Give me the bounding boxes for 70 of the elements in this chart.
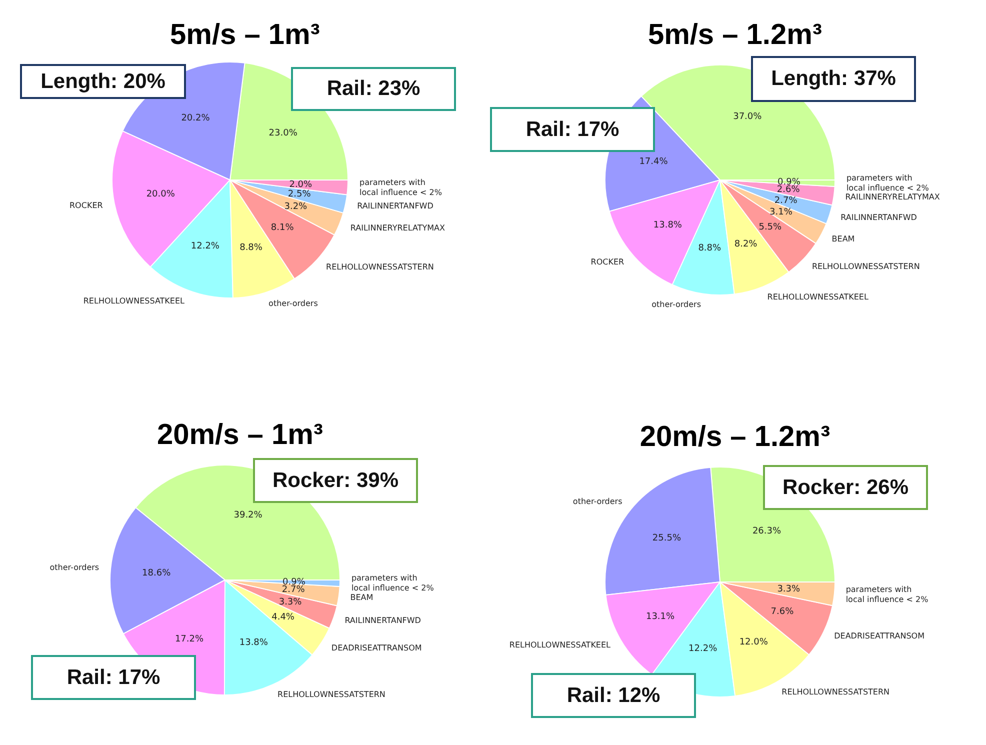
slice-label: parameters with local influence < 2% — [360, 178, 442, 198]
data-label: 37.0% — [733, 112, 762, 122]
data-label: 8.1% — [270, 222, 294, 233]
data-label: 3.3% — [777, 584, 801, 594]
chart-title: 20m/s – 1m³ — [156, 418, 324, 452]
slice-label: RELHOLLOWNESSATKEEL — [83, 296, 186, 306]
data-label: 2.7% — [774, 196, 798, 206]
data-label: 3.2% — [284, 202, 308, 212]
chart-title: 5m/s – 1.2m³ — [646, 18, 824, 52]
data-label: 13.8% — [653, 220, 682, 230]
slice-label: RELHOLLOWNESSATKEEL — [509, 640, 612, 650]
data-label: 2.5% — [288, 190, 312, 200]
data-label: 23.0% — [268, 128, 298, 139]
slice-label: DEADRISEATTRANSOM — [331, 643, 422, 652]
data-label: 8.2% — [734, 239, 758, 250]
data-label: 20.2% — [181, 114, 210, 124]
slice-label: other-orders — [268, 299, 318, 308]
slice-label: BEAM — [832, 234, 855, 244]
slice-label: BEAM — [350, 592, 374, 602]
text: Rocker: 39% — [253, 458, 418, 503]
data-label: 13.1% — [646, 612, 676, 622]
data-label: 13.8% — [239, 638, 268, 648]
data-label: 12.0% — [739, 638, 768, 648]
slice-label: other-orders — [572, 496, 622, 506]
data-label: 2.0% — [289, 180, 313, 190]
text: Rail: 12% — [531, 673, 696, 718]
data-label: 5.5% — [758, 222, 782, 233]
slice-label: RELHOLLOWNESSATSTERN — [812, 262, 920, 271]
slice-label: parameters with local influence < 2% — [846, 585, 929, 604]
text: Rail: 23% — [291, 67, 456, 111]
data-label: 3.1% — [770, 208, 793, 218]
data-label: 12.2% — [688, 644, 718, 654]
slice-label: ROCKER — [70, 201, 104, 210]
data-label: 3.3% — [278, 598, 302, 608]
chart-title: 20m/s – 1.2m³ — [638, 420, 832, 454]
slice-label: ROCKER — [590, 258, 624, 267]
data-label: 4.4% — [272, 612, 295, 623]
text: Rail: 17% — [31, 655, 196, 700]
data-label: 17.2% — [174, 634, 204, 644]
slice-label: RELHOLLOWNESSATKEEL — [767, 292, 869, 302]
slice-label: other-orders — [652, 300, 701, 310]
slice-label: RAILINNERTANFWD — [840, 213, 917, 222]
text: Rocker: 26% — [763, 465, 928, 510]
data-label: 8.8% — [698, 244, 722, 254]
data-label: 12.2% — [190, 242, 220, 252]
data-label: 39.2% — [234, 510, 263, 520]
text: Rail: 17% — [490, 107, 655, 152]
data-label: 2.6% — [776, 184, 800, 195]
text: Length: 20% — [20, 64, 186, 99]
slice-label: other-orders — [50, 562, 100, 572]
data-label: 25.5% — [652, 534, 682, 544]
slice-label: RELHOLLOWNESSATSTERN — [278, 690, 386, 700]
text: Length: 37% — [751, 56, 916, 102]
data-label: 26.3% — [752, 526, 782, 537]
slice-label: parameters with local influence < 2% — [351, 574, 434, 593]
slice-label: RAILINNERYRELATYMAX — [350, 224, 446, 233]
data-label: 18.6% — [142, 568, 172, 579]
slice-label: RAILINNERTANFWD — [344, 616, 421, 626]
data-label: 2.7% — [282, 585, 306, 596]
slice-label: DEADRISEATTRANSOM — [834, 632, 925, 641]
slice-label: RELHOLLOWNESSATSTERN — [782, 688, 890, 697]
slice-label: parameters with local influence < 2% — [846, 174, 930, 193]
data-label: 17.4% — [639, 156, 668, 167]
data-label: 7.6% — [770, 607, 794, 618]
slice-label: RAILINNERTANFWD — [357, 201, 434, 210]
chart-title: 5m/s – 1m³ — [169, 18, 321, 52]
data-label: 20.0% — [146, 189, 176, 200]
slice-label: RELHOLLOWNESSATSTERN — [326, 262, 434, 272]
slice-label: RAILINNERYRELATYMAX — [845, 192, 940, 202]
data-label: 8.8% — [240, 242, 263, 253]
